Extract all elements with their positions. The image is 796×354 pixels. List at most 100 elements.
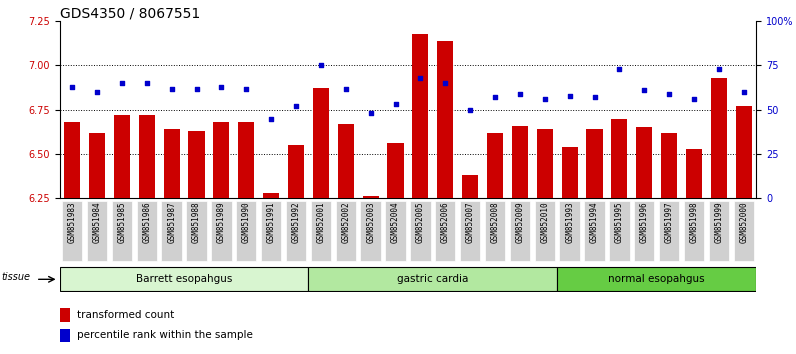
Point [464,107,477,113]
Text: GSM851991: GSM851991 [267,201,275,243]
FancyBboxPatch shape [609,201,630,261]
FancyBboxPatch shape [211,201,232,261]
Text: GSM851994: GSM851994 [590,201,599,243]
Text: GSM851992: GSM851992 [291,201,301,243]
FancyBboxPatch shape [684,201,704,261]
FancyBboxPatch shape [385,201,406,261]
Point [215,84,228,90]
Point [439,80,451,86]
Text: GSM852009: GSM852009 [515,201,525,243]
FancyBboxPatch shape [62,201,82,261]
Point [140,80,153,86]
FancyBboxPatch shape [310,201,331,261]
Text: GSM851989: GSM851989 [217,201,226,243]
Text: GSM851984: GSM851984 [92,201,102,243]
Point [638,87,650,93]
Text: GSM851988: GSM851988 [192,201,201,243]
FancyBboxPatch shape [435,201,455,261]
Text: GSM852004: GSM852004 [391,201,400,243]
FancyBboxPatch shape [336,201,356,261]
Point [339,86,352,91]
Point [389,102,402,107]
FancyBboxPatch shape [659,201,679,261]
Text: Barrett esopahgus: Barrett esopahgus [136,274,232,284]
Point [166,86,178,91]
FancyBboxPatch shape [60,267,308,291]
FancyBboxPatch shape [410,201,431,261]
Text: GDS4350 / 8067551: GDS4350 / 8067551 [60,6,200,20]
Point [91,89,103,95]
Bar [512,126,528,198]
FancyBboxPatch shape [162,201,181,261]
Point [66,84,79,90]
Text: GSM851990: GSM851990 [242,201,251,243]
FancyBboxPatch shape [509,201,530,261]
Bar [338,124,354,198]
Point [290,103,302,109]
Text: GSM851996: GSM851996 [640,201,649,243]
Text: GSM852005: GSM852005 [416,201,425,243]
Point [265,116,278,121]
Point [737,89,750,95]
Bar [163,129,180,198]
Text: GSM852002: GSM852002 [341,201,350,243]
Text: GSM852001: GSM852001 [316,201,326,243]
Bar [611,119,627,198]
Bar [238,122,255,198]
Text: GSM851986: GSM851986 [142,201,151,243]
FancyBboxPatch shape [308,267,557,291]
FancyBboxPatch shape [560,201,579,261]
Text: GSM851985: GSM851985 [117,201,127,243]
FancyBboxPatch shape [634,201,654,261]
FancyBboxPatch shape [557,267,756,291]
Point [240,86,252,91]
Bar [288,145,304,198]
Point [588,95,601,100]
Text: normal esopahgus: normal esopahgus [608,274,705,284]
Point [365,110,377,116]
Bar [537,129,553,198]
FancyBboxPatch shape [87,201,107,261]
Bar [711,78,727,198]
Text: GSM852003: GSM852003 [366,201,375,243]
Bar [388,143,404,198]
Bar [587,129,603,198]
Text: GSM851995: GSM851995 [615,201,624,243]
FancyBboxPatch shape [460,201,480,261]
FancyBboxPatch shape [286,201,306,261]
Bar [636,127,653,198]
Bar [362,196,379,198]
Text: GSM851983: GSM851983 [68,201,76,243]
Point [613,66,626,72]
Text: GSM851998: GSM851998 [689,201,699,243]
Bar [313,88,329,198]
FancyBboxPatch shape [535,201,555,261]
Point [115,80,128,86]
FancyBboxPatch shape [584,201,605,261]
Bar [561,147,578,198]
Text: tissue: tissue [2,273,30,282]
Text: transformed count: transformed count [77,310,174,320]
Bar [462,175,478,198]
Bar [263,193,279,198]
Point [314,63,327,68]
Point [414,75,427,81]
FancyBboxPatch shape [361,201,380,261]
Bar [139,115,155,198]
Text: GSM852006: GSM852006 [441,201,450,243]
Text: GSM852007: GSM852007 [466,201,474,243]
Bar [64,122,80,198]
Point [663,91,676,97]
Point [564,93,576,98]
Bar [189,131,205,198]
FancyBboxPatch shape [485,201,505,261]
Bar [736,106,752,198]
FancyBboxPatch shape [137,201,157,261]
Point [190,86,203,91]
Point [489,95,501,100]
FancyBboxPatch shape [60,329,70,342]
FancyBboxPatch shape [236,201,256,261]
FancyBboxPatch shape [261,201,281,261]
Bar [487,133,503,198]
FancyBboxPatch shape [60,308,70,321]
